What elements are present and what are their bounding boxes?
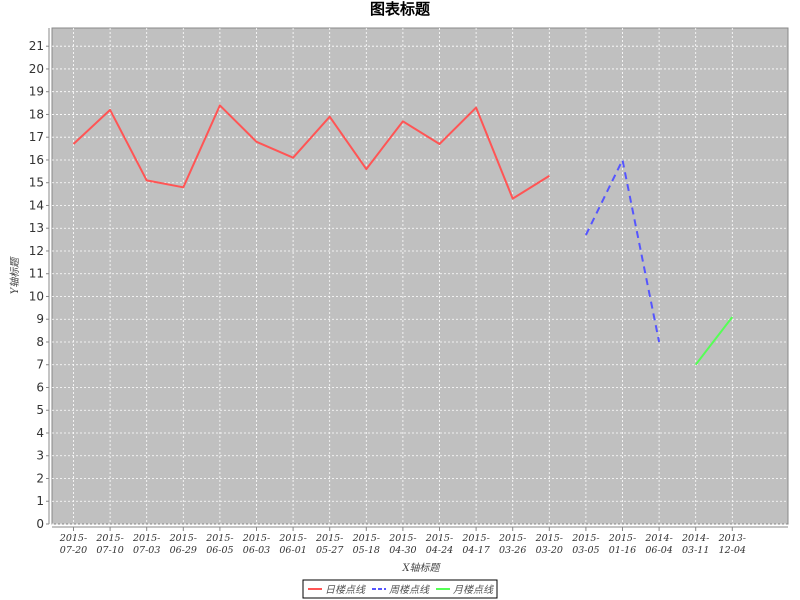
x-tick-label: 01-16 bbox=[609, 545, 636, 556]
series-line bbox=[585, 159, 661, 343]
x-tick-label: 04-17 bbox=[462, 545, 490, 556]
grid-lines bbox=[52, 28, 788, 525]
y-tick-label: 3 bbox=[36, 449, 44, 463]
x-tick-label: 2015- bbox=[242, 533, 270, 544]
x-tick-label: 12-04 bbox=[719, 545, 746, 556]
x-tick-label: 04-24 bbox=[426, 545, 453, 556]
x-axis: 2015-07-202015-07-102015-07-032015-06-29… bbox=[52, 526, 788, 556]
x-tick-label: 2015- bbox=[571, 533, 599, 544]
y-tick-label: 2 bbox=[36, 471, 44, 485]
x-tick-label: 2015- bbox=[205, 533, 233, 544]
x-tick-label: 2015- bbox=[461, 533, 489, 544]
y-tick-label: 20 bbox=[29, 62, 44, 76]
x-tick-label: 06-05 bbox=[206, 545, 233, 556]
y-tick-label: 0 bbox=[36, 517, 44, 531]
x-tick-label: 05-27 bbox=[316, 545, 344, 556]
x-tick-label: 2015- bbox=[388, 533, 416, 544]
x-tick-label: 06-03 bbox=[243, 545, 270, 556]
x-tick-label: 06-29 bbox=[170, 545, 197, 556]
y-tick-label: 11 bbox=[29, 267, 44, 281]
x-tick-label: 03-11 bbox=[682, 545, 709, 556]
y-tick-label: 16 bbox=[29, 153, 44, 167]
x-tick-label: 2015- bbox=[59, 533, 87, 544]
x-tick-label: 2015- bbox=[498, 533, 526, 544]
x-tick-label: 2015- bbox=[352, 533, 380, 544]
x-tick-label: 2015- bbox=[315, 533, 343, 544]
x-tick-label: 05-18 bbox=[353, 545, 380, 556]
legend-label: 月楼点线 bbox=[453, 584, 494, 596]
x-tick-label: 2015- bbox=[535, 533, 563, 544]
y-tick-label: 8 bbox=[36, 335, 44, 349]
x-tick-label: 03-26 bbox=[499, 545, 526, 556]
y-axis-title: Y轴标题 bbox=[9, 256, 21, 295]
series-line bbox=[694, 316, 734, 366]
y-tick-label: 4 bbox=[36, 426, 44, 440]
y-tick-label: 17 bbox=[29, 130, 44, 144]
y-tick-label: 9 bbox=[36, 312, 44, 326]
x-tick-label: 06-01 bbox=[279, 545, 306, 556]
y-tick-label: 10 bbox=[29, 289, 44, 303]
x-tick-label: 2015- bbox=[608, 533, 636, 544]
y-tick-label: 18 bbox=[29, 107, 44, 121]
x-tick-label: 03-05 bbox=[572, 545, 599, 556]
y-tick-label: 15 bbox=[29, 176, 44, 190]
x-tick-label: 2015- bbox=[132, 533, 160, 544]
chart-title: 图表标题 bbox=[370, 0, 431, 18]
y-tick-label: 21 bbox=[29, 39, 44, 53]
x-tick-label: 2014- bbox=[644, 533, 672, 544]
x-tick-label: 07-20 bbox=[60, 545, 87, 556]
series-line bbox=[72, 104, 550, 200]
x-tick-label: 03-20 bbox=[536, 545, 563, 556]
x-tick-label: 06-04 bbox=[645, 545, 672, 556]
x-axis-title: X轴标题 bbox=[401, 562, 441, 574]
y-tick-label: 1 bbox=[36, 494, 44, 508]
x-tick-label: 2015- bbox=[95, 533, 123, 544]
legend: 日楼点线 周楼点线 月楼点线 bbox=[302, 579, 498, 599]
plot-area bbox=[51, 27, 789, 525]
x-tick-label: 04-30 bbox=[389, 545, 416, 556]
legend-label: 周楼点线 bbox=[389, 584, 430, 596]
y-tick-label: 14 bbox=[29, 198, 44, 212]
x-tick-label: 2013- bbox=[718, 533, 746, 544]
y-tick-label: 12 bbox=[29, 244, 44, 258]
x-tick-label: 2014- bbox=[681, 533, 709, 544]
legend-label: 日楼点线 bbox=[325, 584, 366, 596]
series-lines bbox=[72, 104, 734, 366]
y-tick-label: 5 bbox=[36, 403, 44, 417]
x-tick-label: 2015- bbox=[425, 533, 453, 544]
y-tick-label: 13 bbox=[29, 221, 44, 235]
x-tick-label: 2015- bbox=[169, 533, 197, 544]
y-tick-label: 19 bbox=[29, 85, 44, 99]
x-tick-label: 07-03 bbox=[133, 545, 160, 556]
x-tick-label: 07-10 bbox=[96, 545, 123, 556]
y-tick-label: 6 bbox=[36, 380, 44, 394]
x-tick-label: 2015- bbox=[278, 533, 306, 544]
legend-box bbox=[302, 579, 498, 599]
y-tick-label: 7 bbox=[36, 358, 44, 372]
